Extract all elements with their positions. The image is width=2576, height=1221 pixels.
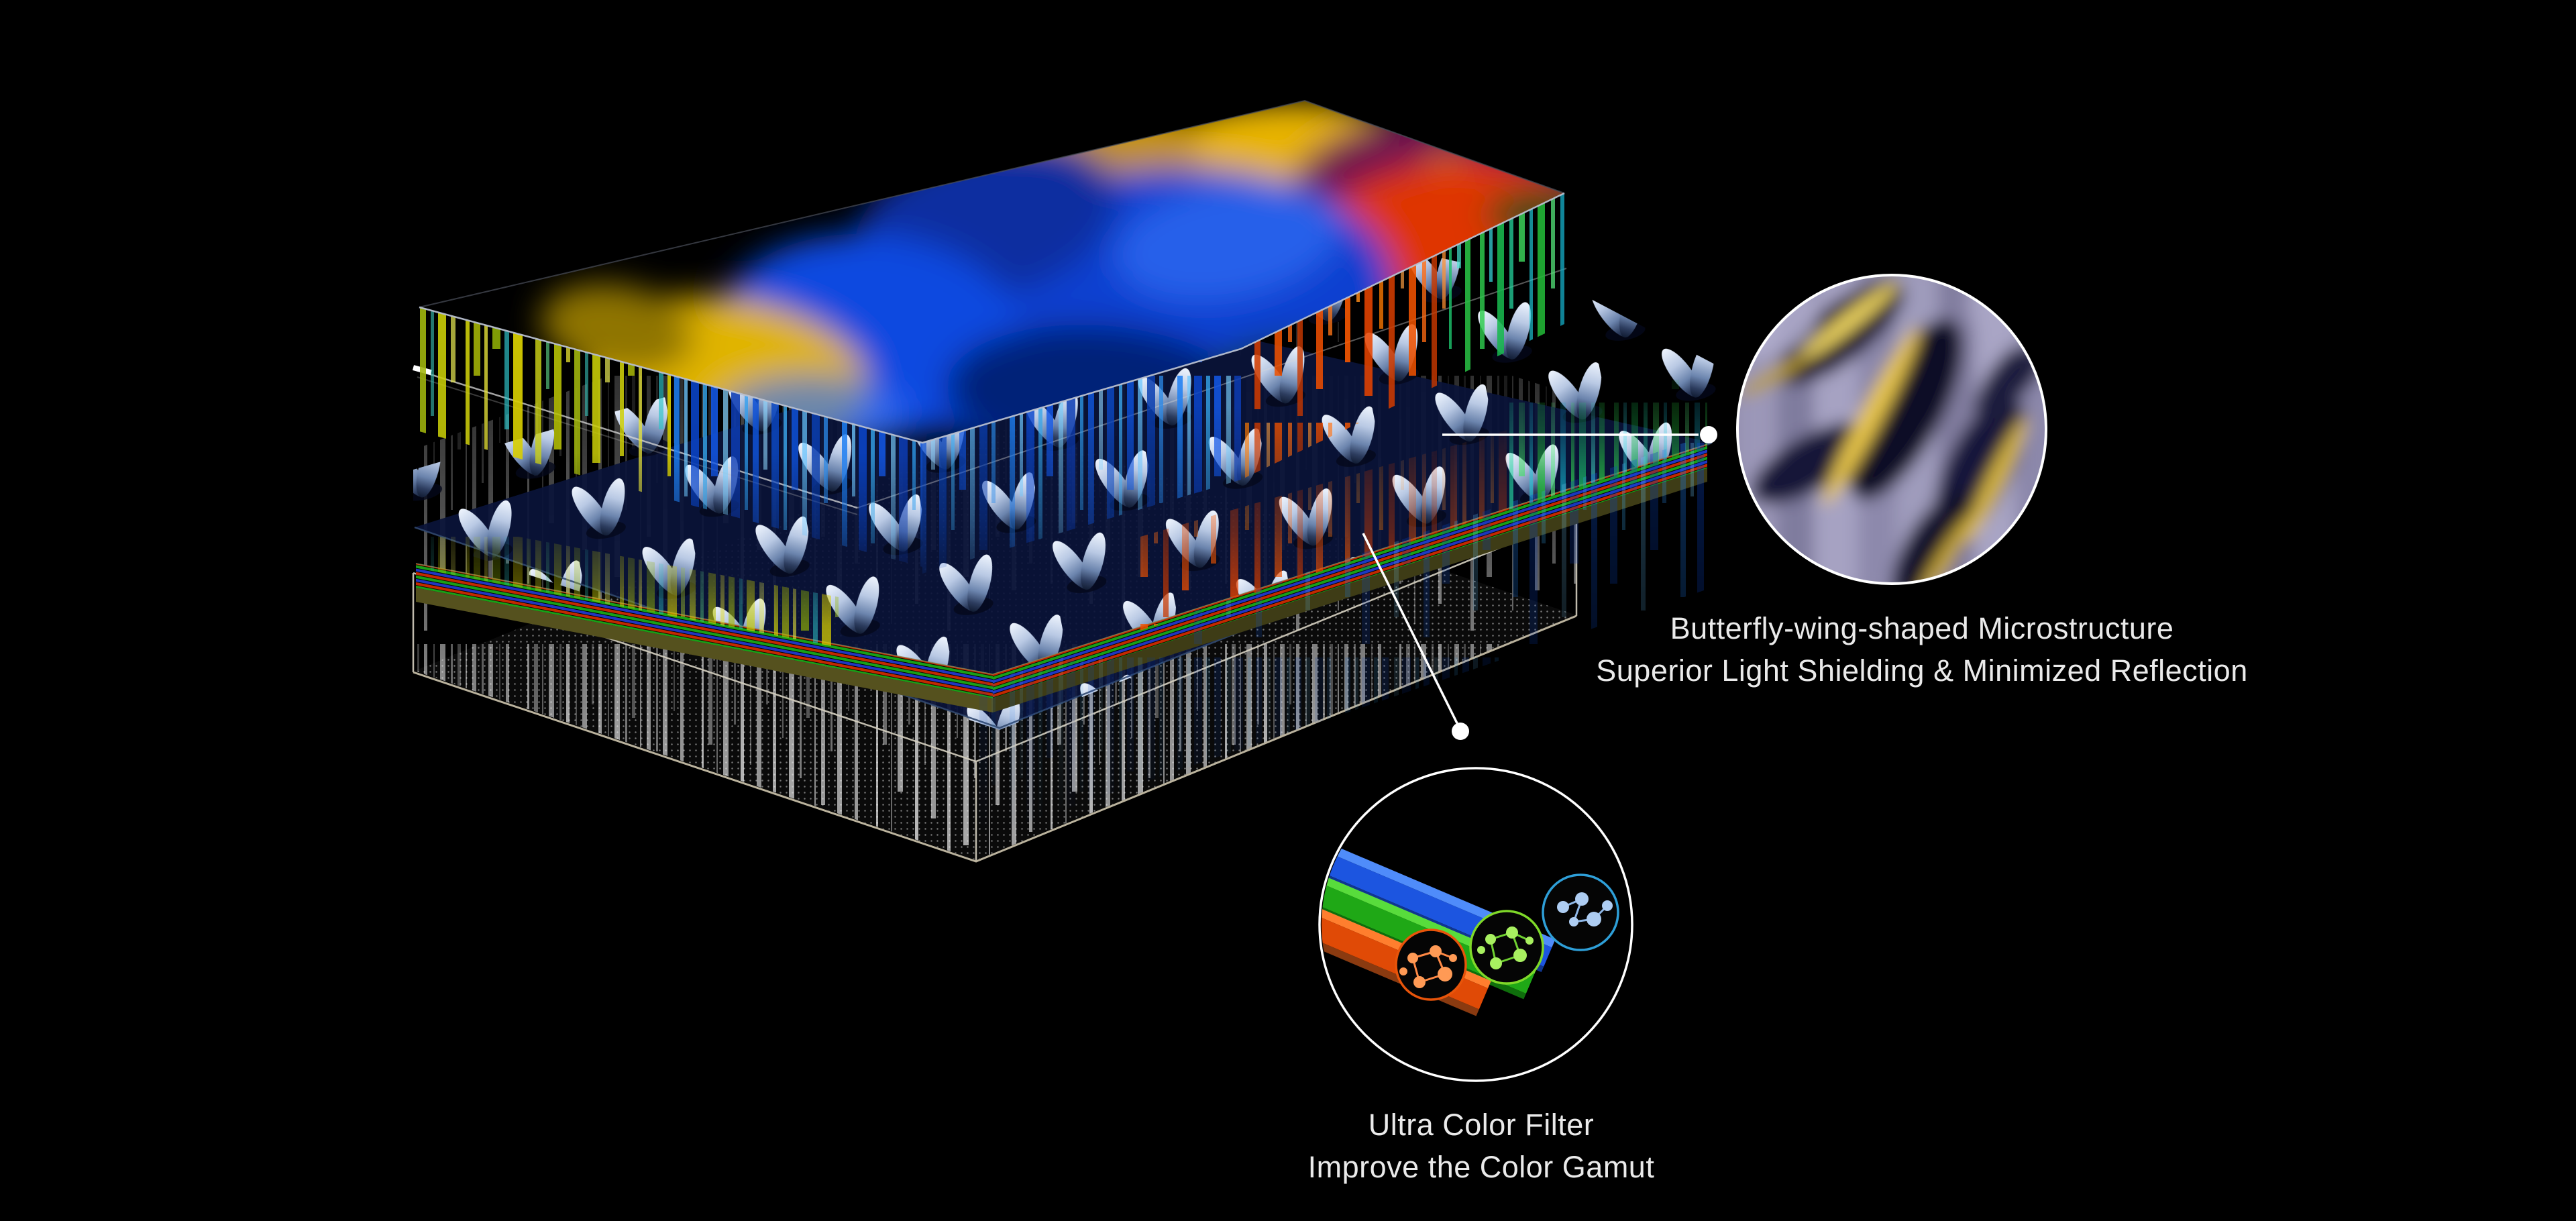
edge-streaks-yellow — [419, 307, 671, 500]
edge-streaks-blue — [922, 349, 1241, 574]
panel-back-edge — [419, 99, 1565, 308]
callout-leaders — [1362, 426, 1717, 740]
butterfly-callout-ring — [1736, 274, 2047, 585]
filter-left-stripes — [416, 564, 993, 698]
edge-streaks-cyan — [671, 376, 922, 567]
butterfly-callout-circle — [1736, 274, 2047, 585]
color-filter-layer — [415, 376, 1708, 839]
butterfly-caption-line1: Butterfly-wing-shaped Microstructure — [1670, 611, 2174, 645]
filter-left-thickness — [416, 588, 993, 712]
ultra-caption: Ultra Color Filter Improve the Color Gam… — [978, 1104, 1984, 1188]
ultra-caption-line2: Improve the Color Gamut — [1307, 1150, 1655, 1184]
molecule-icon-red — [1395, 928, 1467, 1001]
leader-dot-ultra — [1452, 723, 1469, 740]
panel-front-edge — [419, 192, 1565, 444]
ultra-caption-line1: Ultra Color Filter — [1368, 1108, 1595, 1142]
filter-streaks-yellow — [429, 520, 839, 647]
leader-line-ultra — [1362, 533, 1459, 725]
edge-streaks-orange — [1241, 249, 1449, 480]
butterfly-caption: Butterfly-wing-shaped Microstructure Sup… — [1419, 607, 2425, 692]
filter-streaks-green — [1509, 376, 1707, 510]
butterfly-zoom-art — [1738, 276, 2045, 583]
leader-dot-butterfly — [1700, 426, 1717, 443]
filter-streaks-orange — [1140, 429, 1509, 631]
molecule-icon-blue — [1542, 873, 1619, 951]
ultra-callout-ring — [1318, 767, 1633, 1082]
butterfly-caption-line2: Superior Light Shielding & Minimized Ref… — [1596, 653, 2248, 688]
edge-streaks-green — [1449, 193, 1564, 380]
filter-streaks-hanging-blue — [979, 436, 1704, 839]
ultra-callout-circle — [1318, 767, 1633, 1082]
molecule-icon-green — [1469, 910, 1544, 985]
